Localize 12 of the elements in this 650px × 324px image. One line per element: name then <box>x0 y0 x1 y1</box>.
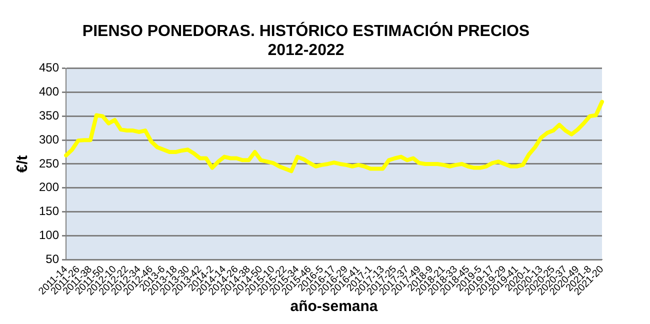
y-tick-label: 250 <box>38 156 60 170</box>
y-tick-label: 150 <box>38 204 60 218</box>
x-axis-title: año-semana <box>290 298 378 316</box>
y-tick-label: 100 <box>38 228 60 242</box>
y-tick-label: 450 <box>38 60 60 75</box>
y-axis-title: €/t <box>14 155 32 173</box>
chart-title: PIENSO PONEDORAS. HISTÓRICO ESTIMACIÓN PRECIOS 2012-2022 <box>82 21 530 60</box>
y-tick-label: 400 <box>38 84 60 99</box>
y-tick-label: 350 <box>38 108 60 123</box>
y-tick-label: 50 <box>46 252 60 266</box>
y-tick-label: 200 <box>38 180 60 194</box>
y-tick-label: 300 <box>38 132 60 146</box>
